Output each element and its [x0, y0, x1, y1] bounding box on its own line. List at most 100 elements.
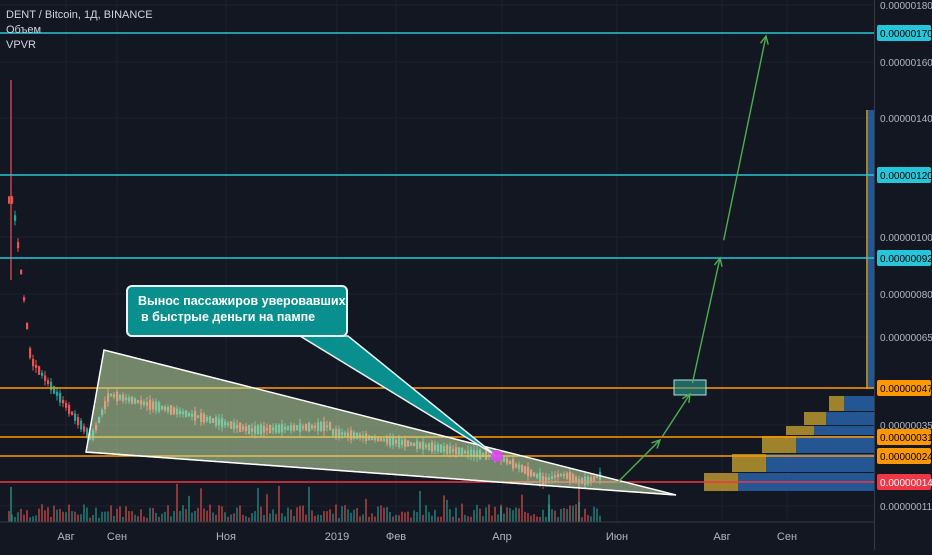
volume-bar	[431, 515, 433, 522]
volume-bar	[200, 488, 202, 522]
volume-bar	[128, 511, 130, 522]
volume-bar	[407, 511, 409, 522]
volume-bar	[353, 509, 355, 522]
x-tick-label: 2019	[325, 531, 349, 543]
candle-body	[83, 426, 86, 432]
candle-body	[59, 392, 62, 403]
volume-bar	[488, 504, 490, 522]
volume-bar	[59, 508, 61, 522]
volume-bar	[554, 510, 556, 522]
symbol-label[interactable]: DENT / Bitcoin, 1Д, BINANCE	[6, 9, 153, 21]
volume-bar	[278, 485, 280, 522]
price-level-tag-label: 0.00000170	[880, 29, 932, 40]
volume-bar	[32, 516, 34, 522]
vpvr-row-up	[844, 396, 874, 411]
volume-bar	[479, 508, 481, 522]
volume-bar	[62, 511, 64, 522]
volume-bar	[293, 516, 295, 522]
x-axis: Авг Сен Ноя 2019 Фев Апр Июн Авг Сен	[0, 521, 874, 543]
volume-bar	[539, 517, 541, 522]
volume-bar	[104, 511, 106, 522]
volume-bar	[389, 511, 391, 522]
y-tick-label: 0.00000100	[880, 233, 932, 244]
volume-bar	[110, 505, 112, 522]
volume-bar	[581, 517, 583, 522]
volume-bar	[290, 509, 292, 522]
volume-bar	[158, 516, 160, 522]
candle-body	[23, 297, 26, 301]
volume-bar	[50, 516, 52, 522]
volume-bar	[152, 507, 154, 522]
volume-bar	[26, 510, 28, 522]
volume-bar	[203, 508, 205, 522]
price-level-tag	[877, 250, 931, 266]
candle-body	[86, 428, 89, 438]
volume-bar	[155, 512, 157, 522]
candle-body	[80, 420, 83, 430]
volume-spike	[578, 502, 580, 522]
volume-bar	[578, 479, 580, 522]
volume-bar	[386, 507, 388, 522]
volume-bar	[338, 517, 340, 522]
volume-bar	[248, 517, 250, 522]
volume-bar	[296, 507, 298, 522]
volume-bar	[458, 517, 460, 522]
volume-bar	[587, 515, 589, 522]
projection-arrow	[722, 35, 767, 241]
price-level-tag-label: 0.00000092	[880, 254, 932, 265]
volume-bar	[113, 515, 115, 522]
volume-bar	[230, 514, 232, 522]
volume-bar	[374, 516, 376, 522]
volume-bar	[497, 514, 499, 522]
price-axis[interactable]: 0.00000180 0.00000160 0.00000140 0.00000120…	[874, 0, 932, 550]
projection-arrowhead	[651, 438, 662, 449]
x-tick-label: Сен	[777, 531, 797, 543]
volume-bar	[257, 487, 259, 522]
volume-bar	[545, 516, 547, 522]
target-box	[673, 379, 707, 396]
volume-bar	[170, 516, 172, 522]
volume-bar	[329, 509, 331, 522]
volume-bar	[446, 499, 448, 522]
volume-bar	[284, 516, 286, 522]
vpvr-row-down	[804, 412, 826, 425]
volume-bar	[563, 508, 565, 522]
annotation-callout[interactable]: Вынос пассажиров уверовавших в быстрые д…	[126, 285, 348, 337]
volume-bar	[401, 511, 403, 522]
volume-bar	[341, 506, 343, 522]
vpvr-indicator-label[interactable]: VPVR	[6, 39, 36, 51]
volume-bar	[311, 510, 313, 522]
volume-bar	[29, 517, 31, 522]
volume-bar	[107, 511, 109, 522]
vpvr-row-up	[826, 412, 874, 425]
volume-bar	[206, 510, 208, 522]
volume-bar	[440, 516, 442, 522]
volume-bar	[212, 512, 214, 522]
volume-bar	[356, 508, 358, 522]
candle-body	[47, 380, 50, 384]
y-tick-label: 0.00000140	[880, 114, 932, 125]
vpvr-row-up	[814, 426, 874, 435]
candle-body	[65, 403, 68, 408]
x-tick-label: Июн	[606, 531, 628, 543]
y-tick-label: 0.00000065	[880, 333, 932, 344]
x-tick-label: Ноя	[216, 531, 236, 543]
volume-bar	[287, 507, 289, 522]
annotation-line-1: Вынос пассажиров уверовавших	[138, 294, 346, 308]
volume-bar	[176, 483, 178, 522]
volume-bar	[368, 516, 370, 522]
volume-bar	[530, 515, 532, 522]
projection-arrow	[661, 393, 691, 437]
volume-indicator-label[interactable]: Объем	[6, 24, 42, 36]
x-tick-label: Авг	[713, 531, 730, 543]
volume-bar	[44, 510, 46, 522]
volume-bar	[218, 505, 220, 522]
vpvr-row-up	[796, 436, 874, 453]
volume-bar	[599, 515, 601, 522]
volume-bar	[167, 505, 169, 522]
volume-bar	[425, 505, 427, 522]
volume-bar	[308, 486, 310, 522]
volume-bar	[119, 506, 121, 522]
